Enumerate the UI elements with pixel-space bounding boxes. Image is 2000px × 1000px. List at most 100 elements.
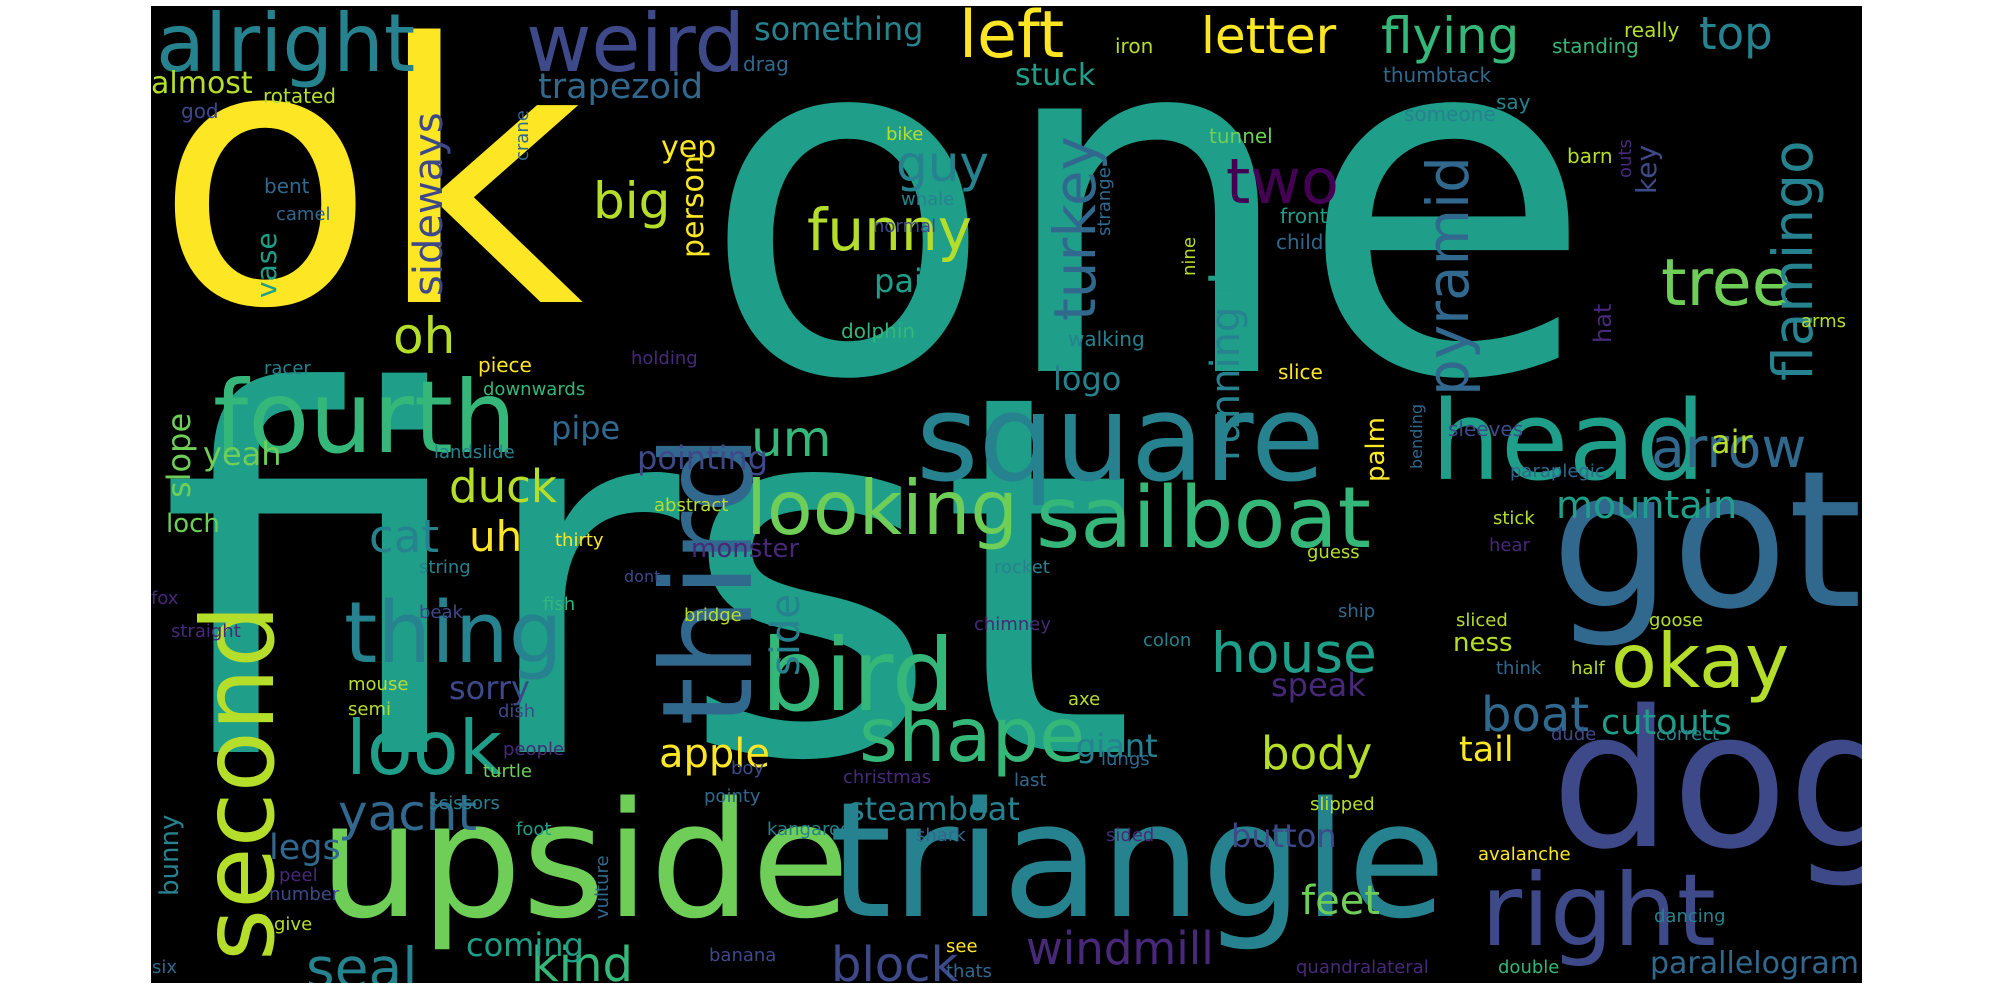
word-scissors: scissors [429, 793, 500, 814]
word-colon: colon [1143, 630, 1192, 651]
word-six: six [152, 957, 178, 978]
word-flamingo: flamingo [1761, 140, 1825, 381]
word-rocket: rocket [994, 557, 1050, 578]
word-dancing: dancing [1654, 906, 1726, 927]
word-pipe: pipe [551, 409, 621, 447]
word-christmas: christmas [843, 767, 932, 788]
word-almost: almost [151, 66, 253, 101]
word-piece: piece [478, 353, 532, 377]
word-first: first [159, 288, 1137, 870]
word-fourth: fourth [213, 359, 517, 476]
word-speak: speak [1271, 666, 1366, 704]
word-bike: bike [886, 124, 924, 145]
word-last: last [1014, 770, 1047, 791]
word-say: say [1496, 90, 1531, 114]
word-giant: giant [1076, 727, 1158, 765]
word-slice: slice [1278, 360, 1323, 384]
word-half: half [1571, 658, 1605, 679]
word-see: see [946, 936, 978, 957]
word-logo: logo [1053, 360, 1122, 398]
word-one: one [701, 6, 1595, 485]
word-body: body [1261, 727, 1373, 780]
word-button: button [1231, 817, 1337, 855]
word-feet: feet [1301, 878, 1380, 924]
word-key: key [1630, 144, 1663, 194]
word-apple: apple [659, 731, 771, 777]
word-mouse: mouse [348, 674, 409, 695]
word-banana: banana [709, 945, 777, 966]
word-yep: yep [661, 130, 717, 165]
word-dolphin: dolphin [841, 319, 916, 343]
word-right: right [1481, 852, 1716, 969]
word-think: think [1496, 658, 1542, 679]
word-coming: coming [466, 926, 584, 964]
word-quandralateral: quandralateral [1296, 957, 1429, 978]
word-pointy: pointy [704, 786, 761, 807]
word-dude: dude [1551, 724, 1597, 745]
word-dish: dish [498, 701, 536, 722]
word-cutouts: cutouts [1601, 703, 1732, 743]
word-goose: goose [1649, 610, 1703, 631]
word-pointing: pointing [637, 439, 769, 477]
word-sliced: sliced [1456, 610, 1508, 631]
word-guy: guy [896, 135, 990, 193]
word-monster: monster [691, 534, 800, 564]
word-boy: boy [731, 758, 765, 779]
word-hat: hat [1589, 303, 1617, 343]
word-vulture: vulture [592, 855, 613, 919]
word-correct: correct [1656, 724, 1720, 745]
word-thumbtack: thumbtack [1383, 63, 1492, 87]
word-tail: tail [1459, 730, 1514, 770]
word-shape: shape [859, 691, 1086, 779]
word-dog: dog [1551, 670, 1862, 891]
word-ness: ness [1453, 628, 1513, 658]
word-weird: weird [526, 6, 746, 90]
word-sailboat: sailboat [1036, 469, 1371, 568]
word-funny: funny [807, 196, 973, 264]
word-fox: fox [151, 588, 179, 609]
word-slipped: slipped [1310, 794, 1375, 815]
word-people: people [503, 739, 565, 760]
word-guess: guess [1307, 542, 1360, 563]
word-whale: whale [901, 189, 955, 210]
word-hear: hear [1489, 535, 1530, 556]
word-fish: fish [543, 594, 576, 615]
word-bridge: bridge [684, 605, 742, 626]
word-sided: sided [1106, 825, 1155, 846]
word-square: square [916, 370, 1325, 509]
word-oh: oh [393, 307, 456, 365]
word-rotated: rotated [263, 84, 336, 108]
word-duck: duck [449, 460, 557, 513]
word-god: god [181, 99, 219, 123]
word-outs: outs [1615, 139, 1636, 178]
word-thing: thing [344, 584, 563, 683]
word-vase: vase [250, 232, 283, 298]
word-semi: semi [348, 699, 391, 720]
word-shark: shark [916, 825, 966, 846]
word-axe: axe [1068, 689, 1101, 710]
word-big: big [593, 172, 671, 230]
word-stick: stick [1493, 508, 1535, 529]
word-abstract: abstract [654, 495, 729, 516]
word-air: air [1711, 423, 1753, 461]
word-drag: drag [743, 52, 789, 76]
word-foot: foot [516, 819, 552, 840]
word-downwards: downwards [483, 379, 586, 400]
word-uh: uh [469, 512, 523, 561]
word-arrow: arrow [1651, 416, 1807, 480]
word-bending: bending [1407, 403, 1426, 469]
word-iron: iron [1115, 34, 1154, 58]
word-side: side [763, 594, 809, 676]
word-camel: camel [276, 204, 331, 225]
word-beak: beak [419, 602, 463, 623]
word-slope: slope [160, 412, 198, 498]
word-two: two [1226, 145, 1339, 218]
word-thirty: thirty [555, 530, 604, 551]
word-alright: alright [156, 6, 416, 90]
word-triangle: triangle [829, 767, 1446, 954]
word-paraplegic: paraplegic [1510, 461, 1605, 482]
word-ship: ship [1338, 601, 1376, 622]
word-lungs: lungs [1101, 749, 1150, 770]
word-yeah: yeah [203, 435, 282, 473]
word-house: house [1211, 621, 1377, 685]
